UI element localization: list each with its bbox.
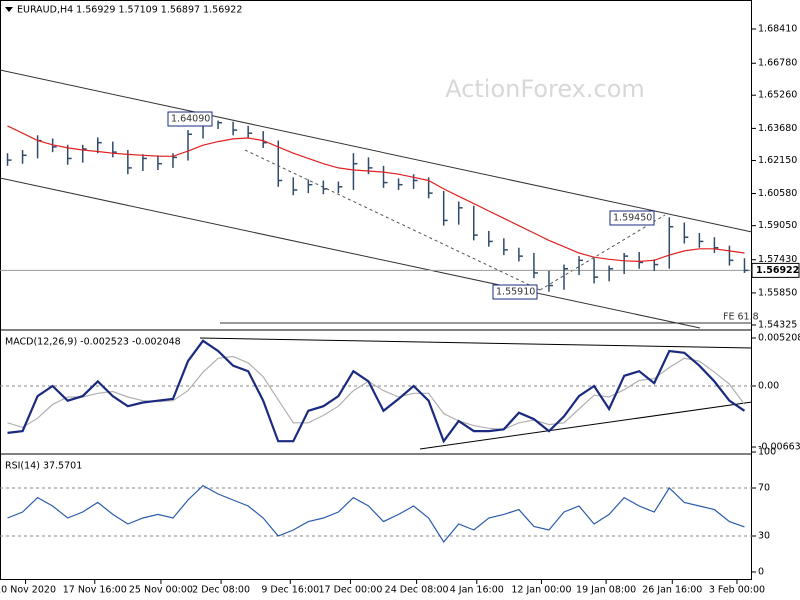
x-tick-label: 26 Jan 16:00: [642, 585, 702, 596]
x-tick-label: 17 Dec 00:00: [318, 585, 382, 596]
y-tick-label: 1.68410: [758, 23, 797, 34]
x-tick-label: 19 Jan 08:00: [576, 585, 636, 596]
x-tick-label: 24 Dec 08:00: [385, 585, 449, 596]
x-tick-label: 10 Nov 2020: [0, 585, 56, 596]
y-tick-label: 0: [758, 566, 764, 577]
moving-average: [7, 125, 745, 263]
x-tick-label: 17 Nov 16:00: [63, 585, 127, 596]
last-price-label: 1.56922: [756, 265, 799, 276]
projection-line: [244, 149, 541, 291]
y-tick-label: 1.55850: [758, 287, 797, 298]
y-tick-label: -0.006631: [758, 442, 800, 453]
watermark: ActionForex.com: [445, 75, 645, 103]
annotation: FE 61.8: [723, 312, 759, 323]
y-tick-label: 0.00: [758, 380, 779, 391]
y-tick-label: 1.65260: [758, 90, 797, 101]
x-tick-label: 12 Jan 00:00: [511, 585, 571, 596]
y-tick-label: 0.005208: [758, 333, 800, 344]
y-tick-label: 1.54325: [758, 319, 797, 330]
y-tick-label: 1.63680: [758, 123, 797, 134]
x-tick-label: 4 Jan 16:00: [450, 585, 504, 596]
header-icon: [5, 7, 13, 12]
annotation-box: [492, 284, 538, 300]
annotation: 1.55910: [496, 287, 535, 298]
x-tick-label: 9 Dec 16:00: [261, 585, 319, 596]
x-tick-label: 3 Feb 00:00: [709, 585, 765, 596]
y-tick-label: 1.60580: [758, 188, 797, 199]
y-tick-label: 100: [758, 447, 776, 458]
projection-line: [539, 214, 666, 291]
y-tick-label: 1.66780: [758, 58, 797, 69]
macd-trend-line: [419, 401, 753, 450]
y-tick-label: 30: [758, 530, 770, 541]
panel-title: MACD(12,26,9) -0.002523 -0.002048: [5, 337, 181, 348]
panel-title: RSI(14) 37.5701: [5, 461, 82, 472]
x-tick-label: 25 Nov 00:00: [129, 585, 193, 596]
indicator-line: [7, 484, 745, 544]
y-tick-label: 70: [758, 483, 770, 494]
y-tick-label: 1.59050: [758, 220, 797, 231]
y-tick-label: 1.62150: [758, 155, 797, 166]
indicator-line: [7, 355, 745, 430]
channel-line: [0, 69, 753, 233]
channel-line: [0, 177, 701, 329]
panel-title: EURAUD,H4 1.56929 1.57109 1.56897 1.5692…: [17, 5, 242, 16]
x-tick-label: 2 Dec 08:00: [192, 585, 250, 596]
indicator-line: [7, 339, 746, 444]
y-tick-label: 1.57430: [758, 254, 797, 265]
annotation: 1.64090: [171, 114, 210, 125]
annotation-box: [609, 210, 655, 226]
macd-trend-line: [199, 337, 753, 349]
annotation-box: [167, 111, 213, 127]
annotation: 1.59450: [613, 213, 652, 224]
last-price-tag: [751, 262, 800, 278]
